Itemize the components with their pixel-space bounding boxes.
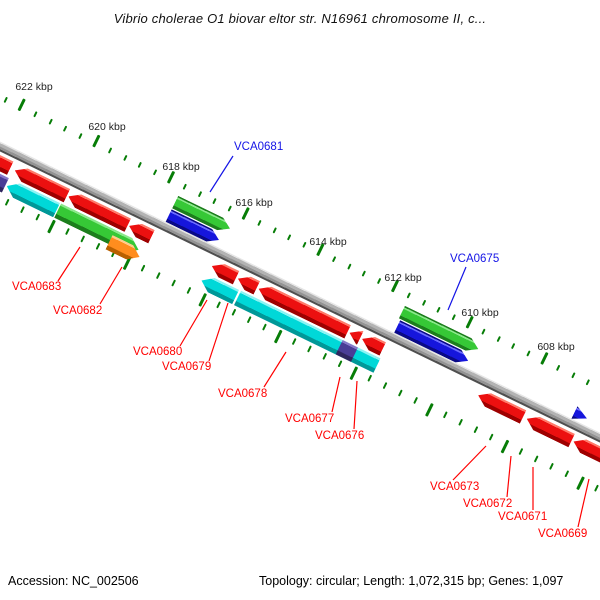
major-tick-mark [46,219,57,234]
minor-tick-mark [186,286,191,294]
position-label: 622 kbp [15,81,53,93]
minor-tick-mark [216,301,222,309]
minor-tick-mark [182,183,188,190]
gene-label[interactable]: VCA0675 [450,253,500,265]
minor-tick-mark [337,360,343,368]
minor-tick-mark [533,455,539,463]
major-tick-mark [273,329,283,344]
minor-tick-mark [397,389,403,397]
minor-tick-mark [451,314,456,321]
gene-label[interactable]: VCA0681 [234,141,284,153]
minor-tick-mark [155,272,161,280]
position-label: 620 kbp [88,121,126,133]
minor-tick-mark [443,411,448,419]
minor-tick-mark [496,335,501,343]
minor-tick-mark [307,345,312,353]
position-label: 614 kbp [309,236,347,248]
minor-tick-mark [212,198,218,205]
minor-tick-mark [376,277,382,285]
minor-tick-mark [261,323,267,331]
minor-tick-mark [95,242,101,250]
gene-label[interactable]: VCA0677 [285,413,335,425]
minor-tick-mark [33,111,38,118]
minor-tick-mark [548,462,554,470]
minor-tick-mark [80,235,86,243]
minor-tick-mark [332,256,337,263]
minor-tick-mark [152,169,158,176]
gene-label[interactable]: VCA0671 [498,511,548,523]
gene-label[interactable]: VCA0678 [218,388,268,400]
minor-tick-mark [361,270,367,277]
minor-tick-mark [412,396,418,404]
minor-tick-mark [481,328,486,335]
position-label: 612 kbp [384,272,422,284]
topology-stats-text: Topology: circular; Length: 1,072,315 bp… [259,574,564,588]
minor-tick-mark [594,484,600,492]
minor-tick-mark [436,306,442,314]
gene-arrow-red[interactable] [570,435,600,475]
minor-tick-mark [526,350,531,357]
gene-label[interactable]: VCA0679 [162,361,212,373]
position-label: 608 kbp [537,341,575,353]
minor-tick-mark [518,447,524,456]
map-title: Vibrio cholerae O1 biovar eltor str. N16… [113,11,487,26]
minor-tick-mark [488,433,494,441]
gene-label[interactable]: VCA0683 [12,281,62,293]
minor-tick-mark [108,147,113,154]
minor-tick-mark [571,372,576,379]
gene-label[interactable]: VCA0672 [463,498,513,510]
minor-tick-mark [170,279,176,287]
minor-tick-mark [257,219,262,227]
major-tick-mark [17,98,27,112]
gene-label[interactable]: VCA0680 [133,346,183,358]
minor-tick-mark [140,264,146,272]
gene-label[interactable]: VCA0676 [315,430,365,442]
minor-tick-mark [556,364,561,372]
major-tick-mark [575,476,586,491]
minor-tick-mark [302,241,307,248]
major-tick-mark [500,439,510,454]
minor-tick-mark [48,118,53,125]
accession-text: Accession: NC_002506 [8,574,139,588]
minor-tick-mark [458,418,464,426]
minor-tick-mark [3,96,8,104]
minor-tick-mark [197,190,203,198]
minor-tick-mark [231,308,237,316]
minor-tick-mark [563,469,569,478]
minor-tick-mark [287,234,292,241]
major-tick-mark [349,366,359,381]
minor-tick-mark [272,227,277,234]
major-tick-mark [540,351,549,366]
minor-tick-mark [122,154,128,161]
minor-tick-mark [65,228,71,236]
minor-tick-mark [78,132,83,140]
minor-tick-mark [421,299,427,306]
position-label: 618 kbp [162,161,200,173]
minor-tick-mark [246,316,252,324]
minor-tick-mark [367,374,373,382]
minor-tick-mark [347,263,352,270]
minor-tick-mark [291,338,297,346]
position-label: 616 kbp [235,197,273,209]
minor-tick-mark [63,125,68,132]
minor-tick-mark [473,426,479,434]
minor-tick-mark [406,292,412,299]
gene-label[interactable]: VCA0673 [430,481,480,493]
minor-tick-mark [585,379,591,386]
minor-tick-mark [34,213,40,221]
minor-tick-mark [382,382,388,390]
gene-label[interactable]: VCA0669 [538,528,588,540]
minor-tick-mark [227,205,232,212]
minor-tick-mark [511,343,516,350]
major-tick-mark [91,134,101,148]
minor-tick-mark [4,198,10,206]
minor-tick-mark [137,161,143,169]
major-tick-mark [197,292,208,307]
position-label: 610 kbp [461,307,499,319]
minor-tick-mark [19,206,25,214]
gene-label[interactable]: VCA0682 [53,305,103,317]
minor-tick-mark [322,352,328,360]
major-tick-mark [424,402,434,417]
